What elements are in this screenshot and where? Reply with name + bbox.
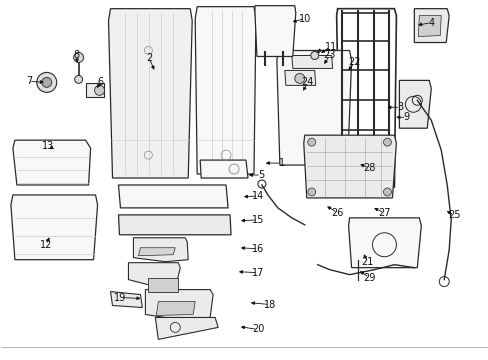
Polygon shape bbox=[200, 160, 247, 178]
Polygon shape bbox=[11, 195, 98, 260]
Circle shape bbox=[41, 77, 52, 87]
Polygon shape bbox=[417, 15, 440, 37]
Polygon shape bbox=[138, 248, 175, 256]
Polygon shape bbox=[110, 292, 142, 307]
Text: 16: 16 bbox=[251, 244, 264, 254]
Polygon shape bbox=[85, 84, 103, 97]
Text: 29: 29 bbox=[363, 273, 375, 283]
Text: 1: 1 bbox=[278, 158, 285, 168]
Circle shape bbox=[383, 188, 390, 196]
Polygon shape bbox=[348, 218, 421, 268]
Text: 13: 13 bbox=[41, 141, 54, 151]
Text: 26: 26 bbox=[331, 208, 343, 218]
Circle shape bbox=[94, 85, 104, 95]
Text: 25: 25 bbox=[447, 210, 460, 220]
Circle shape bbox=[307, 188, 315, 196]
Text: 15: 15 bbox=[251, 215, 264, 225]
Text: 18: 18 bbox=[263, 300, 275, 310]
Text: 2: 2 bbox=[146, 54, 152, 63]
Text: 7: 7 bbox=[26, 76, 32, 86]
Text: 11: 11 bbox=[324, 41, 336, 51]
Text: 10: 10 bbox=[298, 14, 310, 24]
Circle shape bbox=[310, 51, 318, 59]
Text: 3: 3 bbox=[397, 102, 403, 112]
Circle shape bbox=[37, 72, 57, 92]
Polygon shape bbox=[108, 9, 192, 178]
Polygon shape bbox=[285, 71, 315, 85]
Text: 22: 22 bbox=[347, 58, 360, 67]
Circle shape bbox=[294, 73, 304, 84]
Polygon shape bbox=[118, 215, 230, 235]
Circle shape bbox=[383, 138, 390, 146]
Text: 5: 5 bbox=[257, 170, 264, 180]
Circle shape bbox=[74, 53, 83, 62]
Circle shape bbox=[75, 75, 82, 84]
Text: 19: 19 bbox=[114, 293, 126, 302]
Text: 12: 12 bbox=[40, 240, 52, 250]
Polygon shape bbox=[118, 185, 227, 208]
Polygon shape bbox=[148, 278, 178, 292]
Polygon shape bbox=[254, 6, 295, 57]
Polygon shape bbox=[399, 80, 430, 128]
Text: 9: 9 bbox=[403, 112, 408, 122]
Text: 21: 21 bbox=[361, 257, 373, 267]
Polygon shape bbox=[195, 7, 255, 174]
Polygon shape bbox=[155, 318, 218, 339]
Polygon shape bbox=[13, 140, 90, 185]
Text: 17: 17 bbox=[251, 267, 264, 278]
Text: 14: 14 bbox=[251, 191, 264, 201]
Polygon shape bbox=[128, 263, 180, 287]
Text: 23: 23 bbox=[323, 50, 335, 60]
Polygon shape bbox=[133, 238, 188, 262]
Text: 28: 28 bbox=[363, 163, 375, 173]
Text: 4: 4 bbox=[427, 18, 433, 28]
Circle shape bbox=[307, 138, 315, 146]
Polygon shape bbox=[413, 9, 448, 42]
Text: 27: 27 bbox=[377, 208, 390, 218]
Text: 20: 20 bbox=[251, 324, 264, 334]
Polygon shape bbox=[291, 55, 332, 68]
Polygon shape bbox=[276, 50, 351, 165]
Text: 6: 6 bbox=[97, 77, 103, 87]
Polygon shape bbox=[156, 302, 195, 315]
Polygon shape bbox=[303, 135, 396, 198]
Text: 24: 24 bbox=[301, 77, 313, 87]
Polygon shape bbox=[145, 289, 213, 319]
Text: 8: 8 bbox=[73, 50, 80, 60]
